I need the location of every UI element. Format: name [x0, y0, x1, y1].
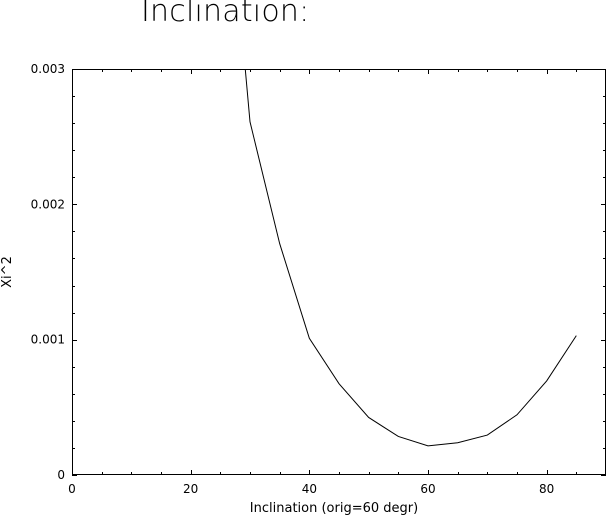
x-tick-label: 80 [539, 482, 554, 496]
plot-border [72, 69, 606, 475]
y-tick-label: 0.001 [31, 333, 65, 347]
x-tick-label: 40 [302, 482, 317, 496]
y-tick-label: 0 [57, 468, 65, 482]
y-axis-label: Xi^2 [0, 256, 15, 288]
y-tick-label: 0.003 [31, 62, 65, 76]
page-title: Inclination: [141, 0, 310, 29]
x-tick-label: 0 [68, 482, 76, 496]
x-tick-label: 60 [420, 482, 435, 496]
x-axis-label: Inclination (orig=60 degr) [250, 501, 418, 515]
x-axis-ticks: 0 20 40 60 80 [68, 69, 577, 496]
y-axis-ticks: 0 0.001 0.002 0.003 [31, 62, 606, 482]
x-tick-label: 20 [183, 482, 198, 496]
plot-frame [72, 69, 606, 475]
y-tick-label: 0.002 [31, 197, 65, 211]
series-layer [244, 68, 577, 447]
series-line [244, 68, 577, 447]
